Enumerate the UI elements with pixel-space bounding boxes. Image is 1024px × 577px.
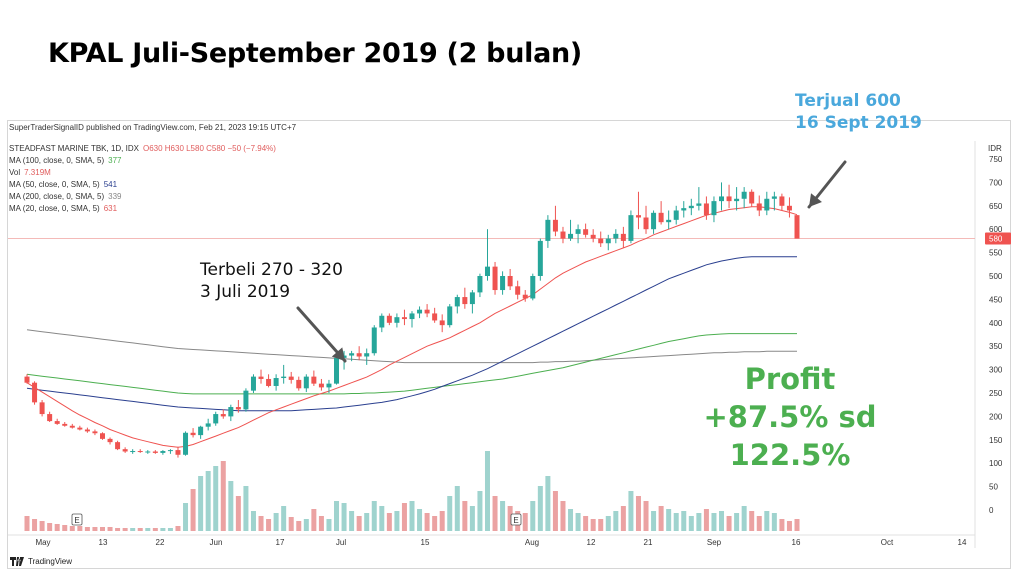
legend-row-ma20: MA (20, close, 0, SMA, 5) 631 [9,204,118,213]
legend-value-ma50: 541 [103,180,118,189]
indicator-legend: STEADFAST MARINE TBK, 1D, IDX O630 H630 L… [9,143,276,215]
profit-annotation-line1: Profit [744,362,836,396]
slide-title: KPAL Juli-September 2019 (2 bulan) [48,38,582,69]
legend-value-price: O630 H630 L580 C580 −50 (−7.94%) [142,144,276,153]
sell-annotation: Terjual 600 16 Sept 2019 [795,90,922,134]
legend-row-ma50: MA (50, close, 0, SMA, 5) 541 [9,180,118,189]
legend-value-ma100: 377 [108,156,122,165]
legend-row-vol: Vol 7.319M [9,168,51,177]
buy-annotation-line1: Terbeli 270 - 320 [200,260,343,280]
profit-annotation-line2: +87.5% sd 122.5% [703,400,877,472]
legend-row-price: STEADFAST MARINE TBK, 1D, IDX O630 H630 L… [9,144,276,153]
legend-value-vol: 7.319M [24,168,51,177]
sell-annotation-line2: 16 Sept 2019 [795,113,922,133]
buy-annotation-line2: 3 Juli 2019 [200,282,291,302]
sell-annotation-line1: Terjual 600 [795,91,901,111]
tradingview-brand: TradingView [28,557,73,566]
buy-annotation: Terbeli 270 - 320 3 Juli 2019 [200,259,343,303]
legend-value-ma20: 631 [103,204,118,213]
legend-value-ma200: 339 [108,192,122,201]
publish-line: SuperTraderSignalID published on Trading… [9,123,297,132]
tradingview-logo-icon [10,557,24,566]
legend-row-ma100: MA (100, close, 0, SMA, 5) 377 [9,156,122,165]
profit-annotation: Profit +87.5% sd 122.5% [640,360,940,474]
legend-row-ma200: MA (200, close, 0, SMA, 5) 339 [9,192,122,201]
